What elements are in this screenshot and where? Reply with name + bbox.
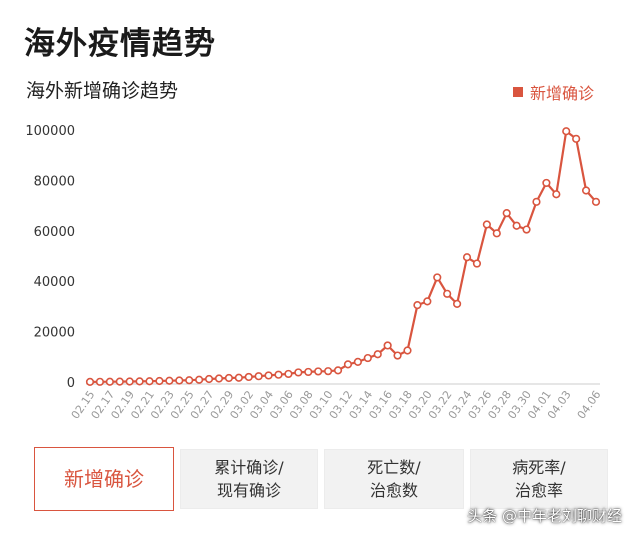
tab-label: 新增确诊 (64, 466, 144, 491)
data-point (433, 273, 442, 282)
data-point (224, 373, 234, 383)
page-title: 海外疫情趋势 (24, 26, 216, 62)
data-point (294, 368, 303, 377)
data-point (304, 367, 313, 377)
data-point (264, 371, 273, 380)
data-point (155, 376, 164, 386)
data-point (274, 370, 283, 379)
legend-swatch (512, 87, 523, 97)
data-point (413, 301, 422, 310)
y-tick-label: 40000 (34, 275, 75, 290)
data-point (562, 127, 571, 136)
data-point (165, 376, 174, 385)
y-tick-label: 80000 (34, 174, 75, 189)
data-point (314, 367, 323, 376)
data-point (234, 373, 243, 382)
data-point (462, 253, 472, 262)
tab-label-line-1: 死亡数/ (367, 458, 421, 477)
data-point (244, 372, 253, 382)
data-point (145, 377, 154, 386)
chart-legend[interactable]: 新增确诊 (512, 80, 594, 104)
data-point (393, 351, 402, 360)
data-point (175, 376, 184, 385)
data-point (591, 197, 601, 206)
data-point (353, 357, 362, 366)
data-point (443, 289, 452, 298)
tab-label-line-2: 治愈数 (369, 481, 418, 500)
tab-label-line-2: 现有确诊 (216, 481, 281, 500)
tab-label-line-1: 累计确诊/ (214, 458, 284, 477)
data-point (472, 259, 482, 268)
data-point (135, 377, 144, 386)
y-tick-label: 0 (67, 376, 75, 391)
data-point (522, 225, 531, 234)
data-point (214, 374, 224, 383)
data-point (502, 209, 511, 218)
data-point (343, 360, 353, 369)
data-point (542, 178, 551, 188)
data-point (125, 377, 134, 386)
tab-fatality-cure-rate[interactable]: 病死率/ 治愈率 (470, 449, 608, 509)
data-point (195, 375, 204, 384)
data-point (254, 372, 263, 381)
data-point (363, 353, 372, 363)
data-point (423, 297, 432, 306)
data-point (105, 377, 114, 386)
data-point (572, 134, 581, 143)
data-point (324, 367, 333, 376)
data-point (333, 366, 343, 375)
data-point (373, 350, 382, 359)
data-point (482, 220, 491, 229)
data-point (452, 299, 462, 308)
y-tick-label: 20000 (34, 326, 75, 341)
legend-label: 新增确诊 (529, 84, 594, 103)
tab-label-line-2: 治愈率 (514, 481, 563, 500)
line-chart: 02000040000600008000010000002.1502.1702.… (25, 124, 604, 422)
tab-label-line-1: 病死率/ (512, 458, 566, 477)
y-tick-label: 60000 (34, 225, 75, 240)
y-tick-label: 100000 (25, 124, 75, 139)
series-line (89, 130, 597, 383)
x-tick-label: 04.06 (575, 388, 604, 421)
data-point (552, 190, 561, 199)
watermark: 头条 @中年老刘聊财经 (467, 507, 622, 525)
data-point (403, 346, 412, 355)
data-point (581, 186, 591, 195)
chart-title: 海外新增确诊趋势 (26, 80, 179, 102)
data-point (383, 341, 392, 350)
data-point (185, 376, 194, 385)
tab-deaths-cured[interactable]: 死亡数/ 治愈数 (324, 449, 464, 509)
tab-cumulative-current[interactable]: 累计确诊/ 现有确诊 (180, 449, 318, 509)
data-point (532, 197, 541, 206)
data-point (85, 377, 95, 386)
data-point (115, 377, 124, 386)
data-point (95, 377, 105, 386)
metric-tabs: 新增确诊 累计确诊/ 现有确诊 死亡数/ 治愈数 病死率/ 治愈率 (34, 447, 608, 511)
data-point (284, 369, 293, 379)
data-point (204, 374, 214, 384)
data-point (512, 221, 521, 230)
tab-new-confirmed[interactable]: 新增确诊 (34, 447, 174, 511)
data-point (492, 229, 501, 238)
